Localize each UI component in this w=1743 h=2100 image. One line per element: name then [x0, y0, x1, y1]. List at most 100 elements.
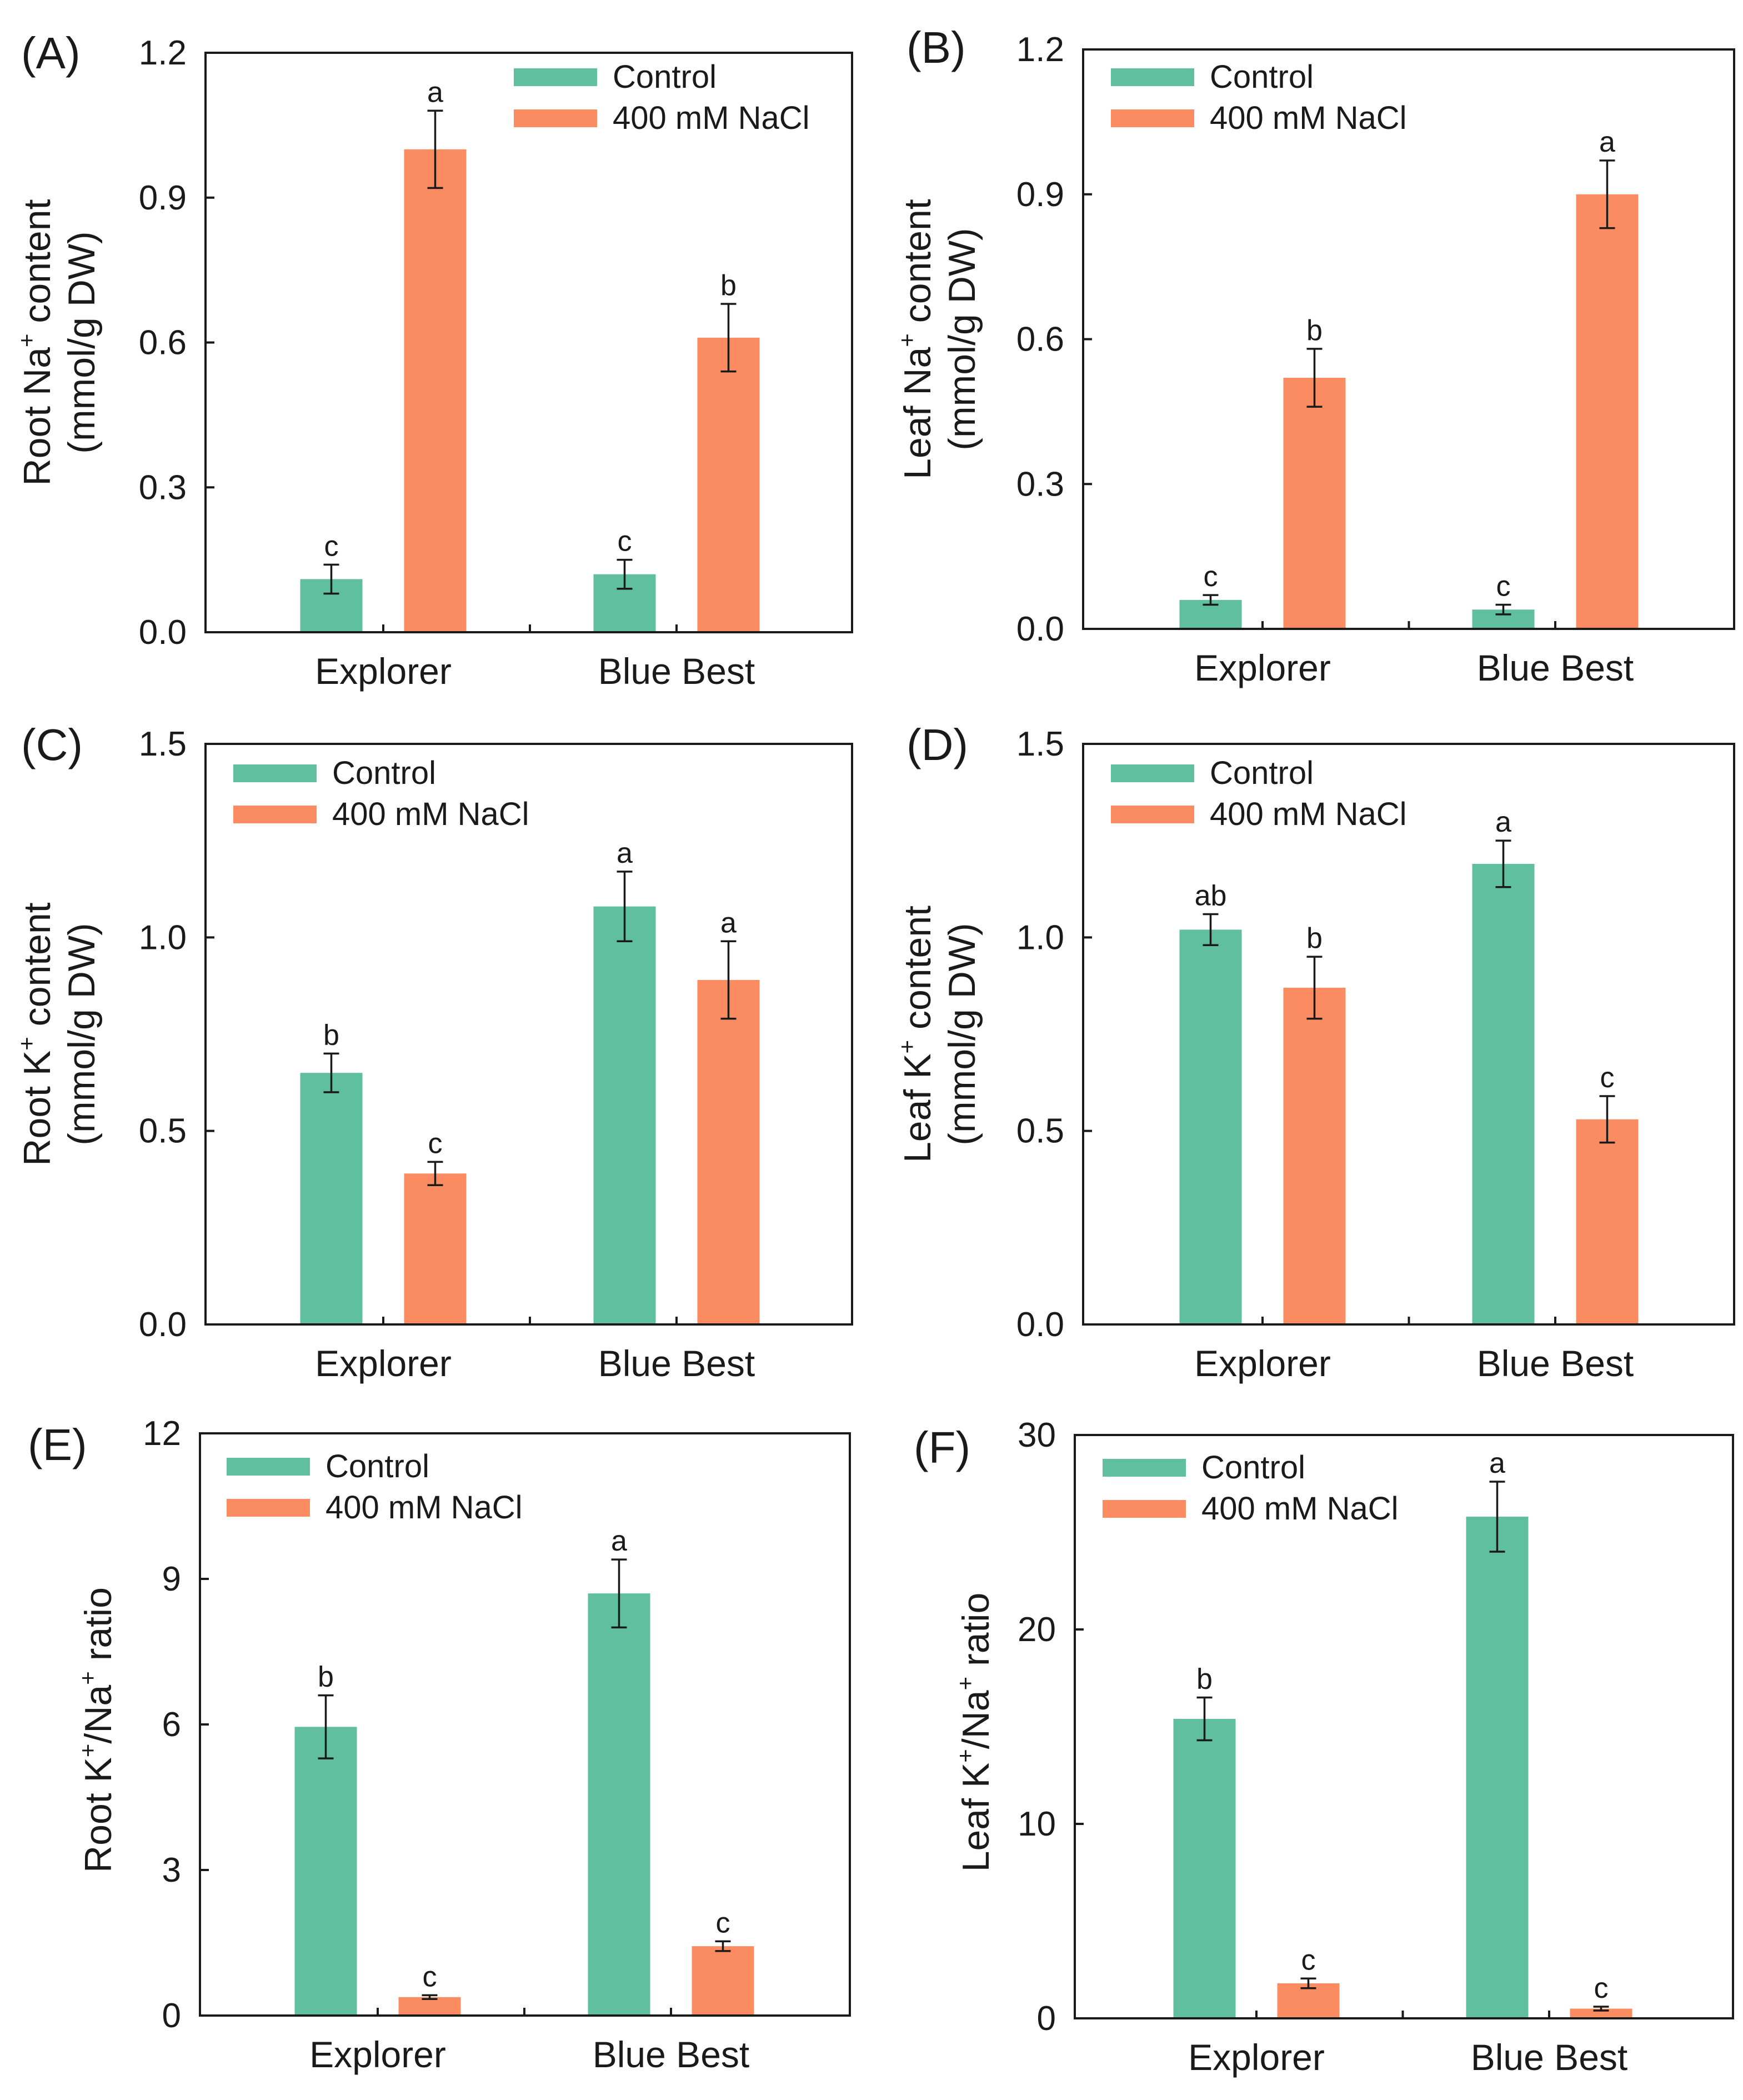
y-axis-label-text: ratio — [77, 1587, 119, 1671]
significance-letter: c — [716, 1907, 730, 1939]
y-tick-label: 0 — [1037, 1999, 1056, 2038]
y-tick-label: 9 — [162, 1560, 181, 1598]
significance-letter: c — [1204, 561, 1218, 593]
panel-f: b a c c 0 10 20 30 Explorer Blue Best (F) Control 40… — [914, 1416, 1734, 2078]
legend-swatch-control — [1103, 1459, 1186, 1477]
legend-label: Control — [332, 755, 436, 791]
y-axis-label-superscript: + — [13, 1037, 39, 1051]
y-tick-label: 1.2 — [1016, 31, 1064, 69]
y-axis-label-text: Root Na — [16, 347, 58, 486]
significance-letter: b — [720, 269, 737, 302]
panel-c: b a c a 0.0 0.5 1.0 1.5 Explorer Blue Best (C) Cont… — [13, 720, 853, 1384]
y-axis-label-text: content — [896, 199, 939, 333]
panel-letter: (C) — [21, 720, 83, 769]
x-tick-label: Explorer — [1188, 2037, 1325, 2078]
y-axis-label-text: Root K — [77, 1757, 119, 1873]
legend-swatch-control — [514, 68, 597, 86]
legend-label: Control — [1201, 1449, 1305, 1486]
y-axis-label: Leaf Na+ content — [894, 199, 939, 479]
y-axis-label-superscript: + — [952, 1677, 978, 1691]
y-axis-unit-label: (mmol/g DW) — [941, 228, 983, 450]
significance-letter: a — [1599, 126, 1615, 158]
error-bar — [427, 1161, 443, 1186]
x-tick-label: Explorer — [315, 651, 452, 692]
y-tick-label: 20 — [1018, 1611, 1056, 1649]
y-axis-label-text: Root K — [16, 1051, 58, 1166]
y-tick-label: 1.5 — [139, 725, 187, 763]
y-tick-label: 1.0 — [1016, 918, 1064, 957]
legend-label: Control — [325, 1448, 429, 1484]
y-tick-label: 1.2 — [139, 34, 187, 72]
significance-letter: b — [1306, 314, 1323, 347]
legend-swatch-nacl — [1111, 109, 1194, 127]
significance-letter: c — [1301, 1944, 1316, 1976]
error-bar — [1489, 1481, 1505, 1553]
y-axis-label-superscript: + — [894, 1040, 920, 1054]
y-tick-label: 0.0 — [1016, 1306, 1064, 1344]
legend-label: 400 mM NaCl — [332, 796, 529, 832]
bar-control-blue-best — [588, 1593, 650, 2016]
y-axis-label: Root K+ content — [13, 902, 58, 1166]
bar-control-blue-best — [593, 906, 656, 1324]
bar-nacl-blue-best — [697, 337, 760, 632]
significance-letter: b — [1306, 922, 1323, 954]
legend-label: Control — [613, 59, 717, 95]
y-axis-unit-label: (mmol/g DW) — [61, 231, 103, 453]
error-bar — [1599, 1095, 1615, 1144]
legend-swatch-control — [233, 764, 317, 782]
error-bar — [617, 558, 633, 590]
error-bar — [715, 1940, 731, 1952]
x-tick-label: Blue Best — [1477, 647, 1634, 688]
y-axis-label-text: content — [16, 902, 58, 1037]
error-bar — [720, 940, 737, 1020]
panel-letter: (F) — [914, 1423, 970, 1472]
x-tick-label: Blue Best — [598, 1343, 755, 1384]
error-bar — [323, 563, 339, 595]
y-axis-label-text: content — [896, 906, 939, 1040]
y-tick-label: 0.6 — [1016, 321, 1064, 359]
y-axis-label-text: Leaf Na — [896, 347, 939, 479]
significance-letter: c — [1600, 1062, 1615, 1094]
panel-letter: (B) — [906, 23, 966, 72]
error-bar — [1203, 594, 1219, 606]
legend-label: 400 mM NaCl — [325, 1489, 523, 1526]
bar-nacl-blue-best — [1576, 1119, 1639, 1324]
y-axis-label: Leaf K+ content — [894, 906, 939, 1163]
y-tick-label: 0.0 — [1016, 610, 1064, 648]
x-tick-label: Blue Best — [1471, 2037, 1628, 2078]
significance-letter: a — [427, 76, 443, 108]
significance-letter: b — [1196, 1663, 1213, 1696]
legend-swatch-control — [1111, 764, 1194, 782]
y-axis-label: Root Na+ content — [13, 199, 58, 486]
significance-letter: ab — [1195, 880, 1227, 912]
bar-nacl-explorer — [404, 149, 467, 632]
legend-label: 400 mM NaCl — [1201, 1491, 1399, 1527]
error-bar — [1203, 913, 1219, 947]
bar-control-explorer — [300, 1073, 363, 1324]
y-tick-label: 0.5 — [139, 1112, 187, 1151]
y-axis-label-text: /Na — [77, 1685, 119, 1744]
bar-nacl-explorer — [404, 1173, 467, 1324]
y-axis-label-superscript: + — [13, 333, 39, 347]
error-bar — [422, 1994, 438, 2001]
significance-letter: a — [1489, 1447, 1505, 1479]
y-axis-label-superscript: + — [952, 1749, 978, 1763]
y-tick-label: 1.5 — [1016, 725, 1064, 763]
y-tick-label: 30 — [1018, 1416, 1056, 1454]
error-bar — [720, 303, 737, 373]
y-tick-label: 0 — [162, 1997, 181, 2035]
y-tick-label: 0.6 — [139, 324, 187, 362]
significance-letter: a — [617, 837, 633, 869]
y-axis-unit-label: (mmol/g DW) — [61, 923, 103, 1145]
error-bar — [1599, 159, 1615, 229]
error-bar — [1593, 2006, 1609, 2012]
panel-letter: (D) — [906, 720, 968, 769]
y-axis-label-superscript: + — [894, 333, 920, 347]
y-tick-label: 6 — [162, 1706, 181, 1744]
bar-control-explorer — [294, 1727, 357, 2016]
error-bar — [1495, 839, 1511, 888]
y-axis-label-text: /Na — [955, 1690, 997, 1749]
significance-letter: c — [1496, 571, 1511, 603]
bar-nacl-explorer — [1283, 987, 1346, 1324]
